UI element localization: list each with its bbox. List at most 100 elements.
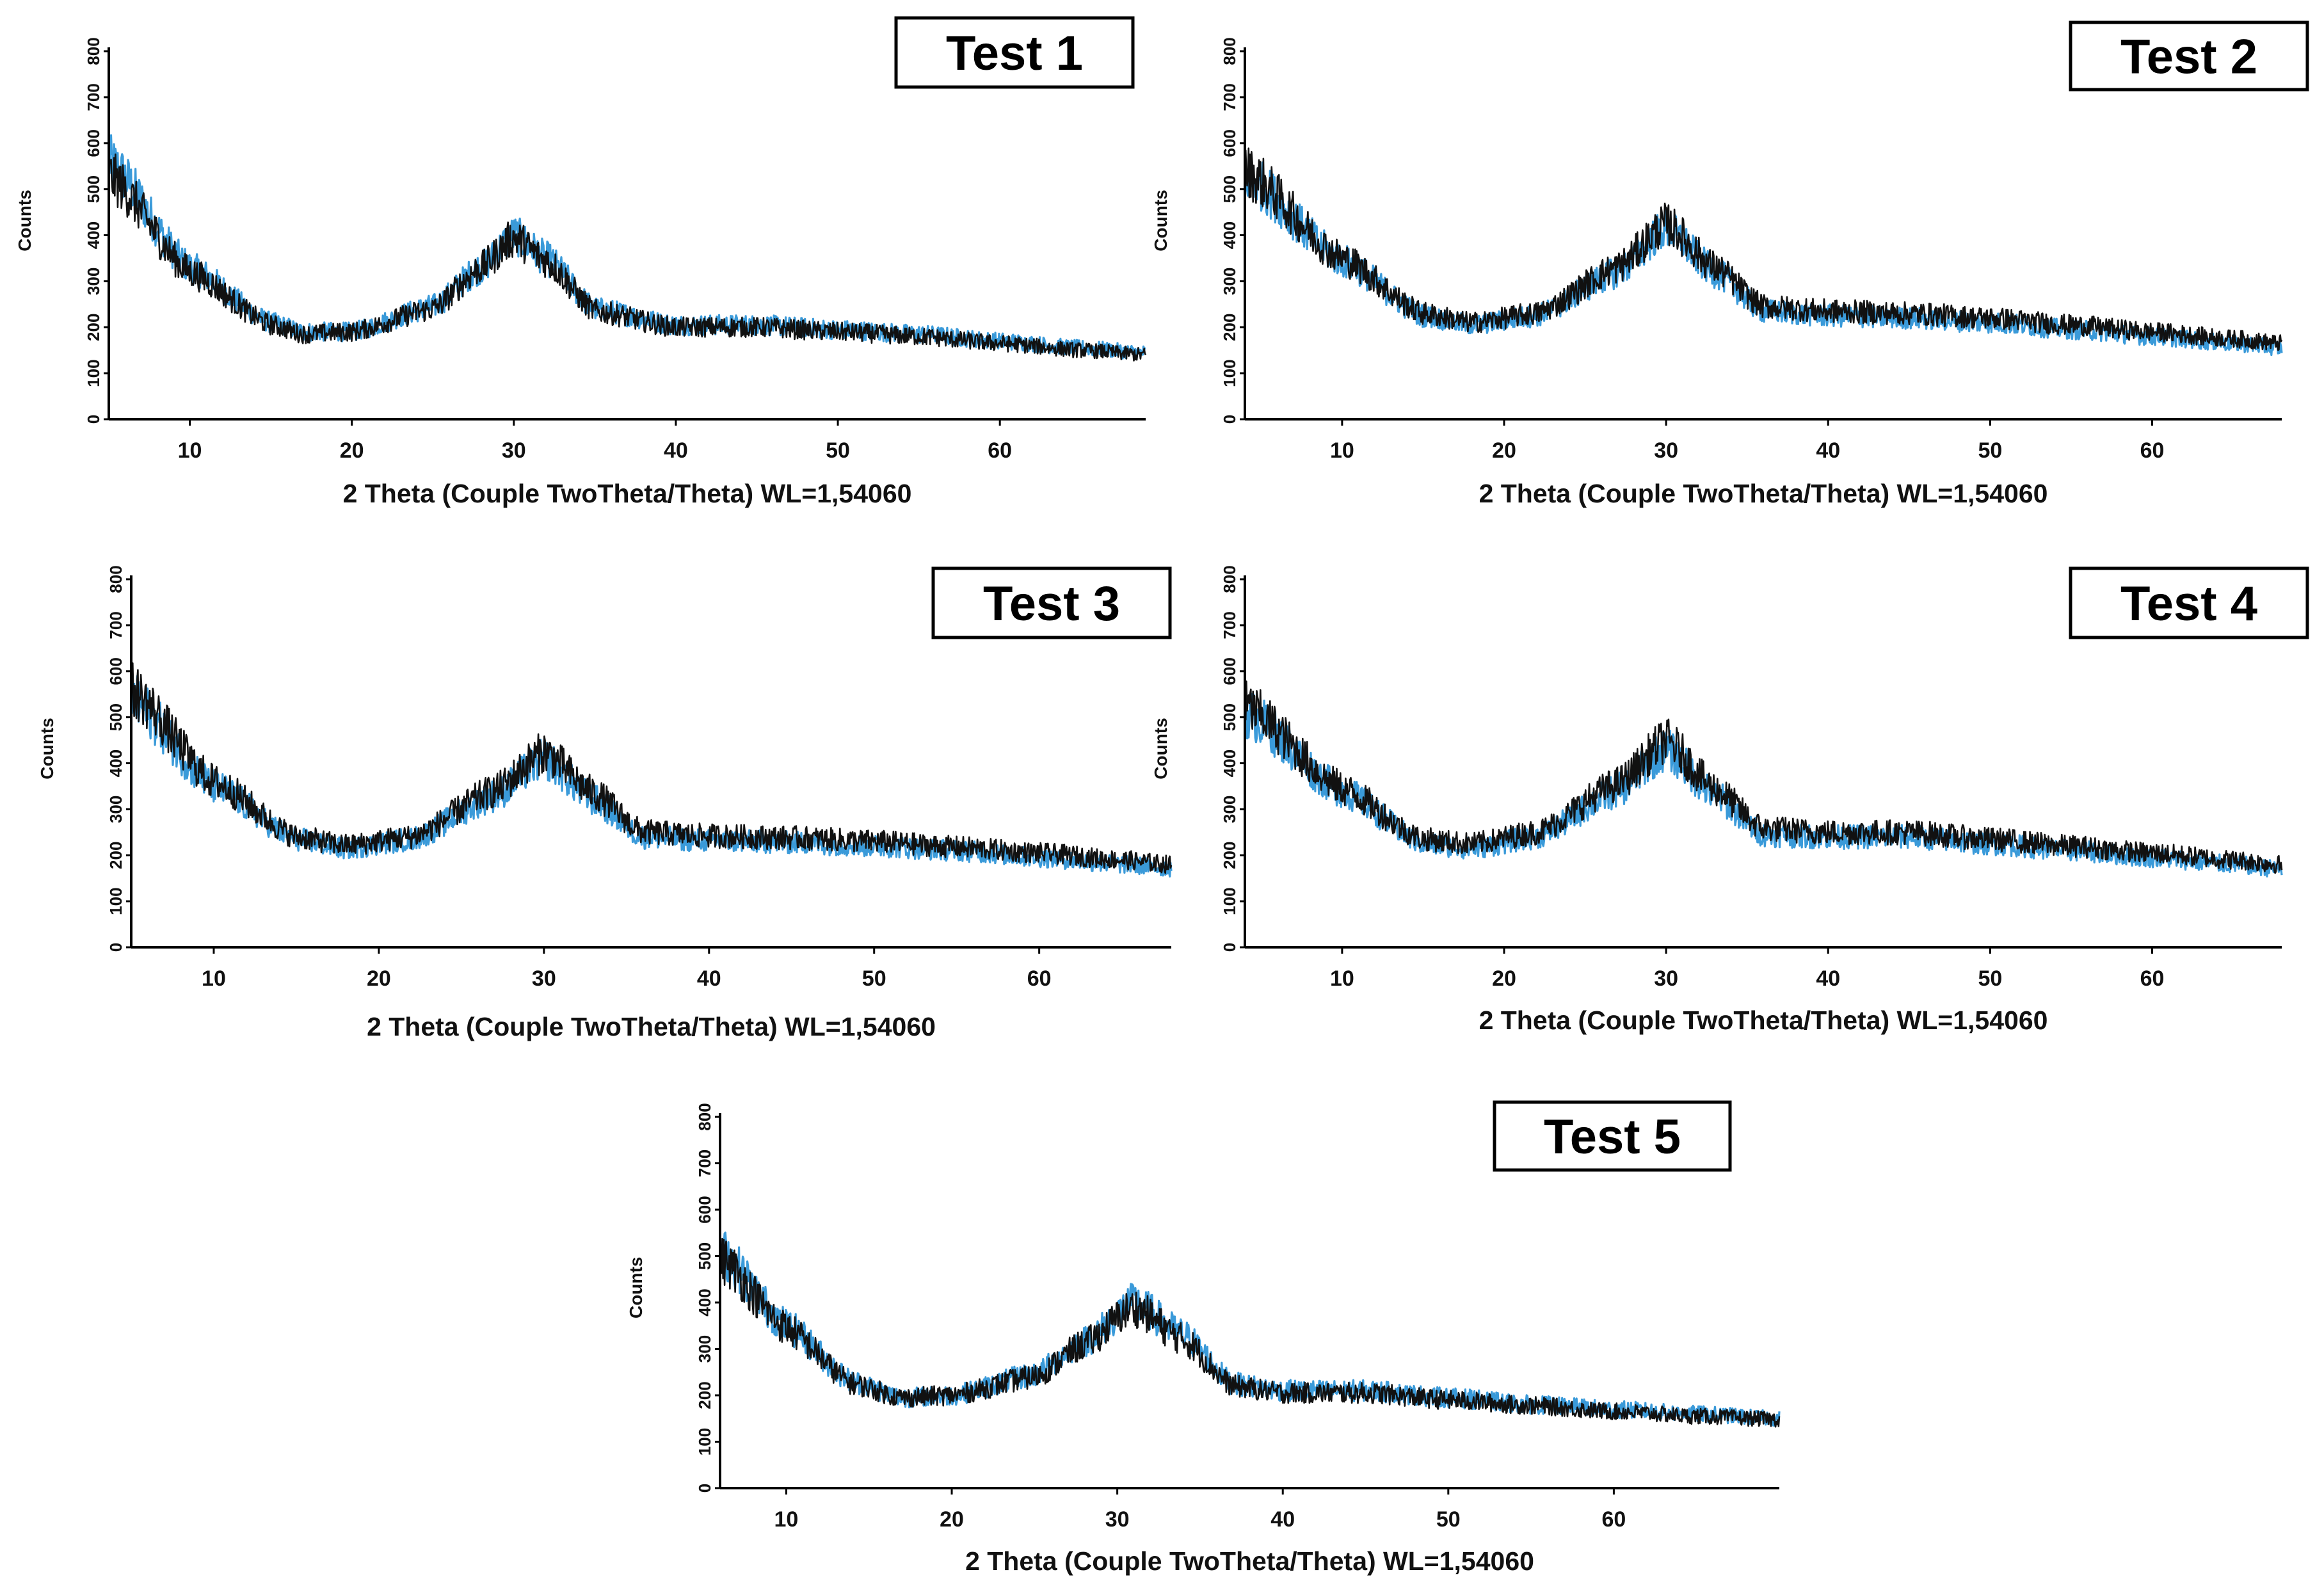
series-line-black [1244,147,2283,351]
series-line-black [719,1237,1781,1428]
x-tick-label: 20 [367,966,391,991]
x-tick-label: 30 [1654,438,1678,463]
y-tick-label: 600 [1220,657,1239,685]
x-tick-label: 20 [1492,438,1516,463]
y-tick-label: 400 [1220,221,1239,249]
y-tick-label: 200 [106,842,125,869]
x-tick-label: 50 [862,966,886,991]
y-tick-label: 100 [84,359,103,387]
x-tick-label: 10 [1330,966,1354,991]
y-tick-label: 500 [695,1242,714,1270]
x-tick-label: 60 [988,438,1012,463]
y-tick-label: 300 [1220,268,1239,295]
x-tick-label: 30 [1654,966,1678,991]
y-tick-label: 600 [84,129,103,157]
x-axis-label: 2 Theta (Couple TwoTheta/Theta) WL=1,540… [965,1546,1534,1576]
series-line-blue [108,134,1146,360]
y-tick-label: 0 [106,943,125,952]
chart-title: Test 4 [2120,577,2257,631]
x-axis-label: 2 Theta (Couple TwoTheta/Theta) WL=1,540… [1479,1006,2048,1035]
y-tick-label: 100 [1220,887,1239,915]
y-tick-label: 0 [695,1484,714,1493]
y-tick-label: 200 [1220,842,1239,869]
y-tick-label: 500 [106,703,125,731]
x-tick-label: 10 [774,1507,799,1532]
series-line-blue [130,675,1173,878]
y-tick-label: 0 [84,415,103,424]
x-tick-label: 60 [1601,1507,1626,1532]
y-tick-label: 400 [106,749,125,777]
y-tick-label: 800 [1220,37,1239,65]
x-tick-label: 10 [178,438,202,463]
x-tick-label: 40 [1270,1507,1295,1532]
x-tick-label: 40 [1816,438,1840,463]
y-tick-label: 500 [1220,175,1239,203]
y-tick-label: 0 [1220,415,1239,424]
chart-title: Test 1 [946,26,1083,81]
y-axis-label: Counts [15,189,35,251]
x-tick-label: 30 [1105,1507,1130,1532]
chart-panel-4: 0 100 200 300 400 500 600 700 800 10 20 30 40 50 60 Cou… [1151,565,2309,1035]
x-tick-label: 60 [2140,438,2165,463]
x-tick-label: 40 [664,438,688,463]
y-tick-label: 100 [106,887,125,915]
chart-title-box [1493,1100,1732,1172]
chart-title-box [2069,566,2309,639]
y-tick-label: 700 [695,1150,714,1177]
chart-title-box [894,16,1135,89]
chart-panel-2: 0 100 200 300 400 500 600 700 800 10 20 30 40 50 60 Cou… [1151,20,2309,508]
x-axis-label: 2 Theta (Couple TwoTheta/Theta) WL=1,540… [343,479,912,508]
y-tick-label: 800 [106,565,125,593]
y-tick-label: 200 [1220,314,1239,341]
chart-title: Test 2 [2120,30,2257,84]
y-axis-label: Counts [37,717,57,779]
x-tick-label: 60 [1027,966,1052,991]
x-tick-label: 40 [1816,966,1840,991]
x-tick-label: 50 [1978,438,2002,463]
y-tick-label: 500 [1220,703,1239,731]
y-axis-label: Counts [1151,189,1171,251]
y-tick-label: 100 [695,1428,714,1455]
x-tick-label: 50 [1978,966,2002,991]
y-tick-label: 200 [695,1381,714,1409]
chart-title-box [2069,20,2309,92]
y-tick-label: 800 [695,1103,714,1130]
x-tick-label: 20 [340,438,364,463]
y-tick-label: 800 [84,37,103,65]
x-tick-label: 50 [1436,1507,1461,1532]
y-tick-label: 300 [84,268,103,295]
x-axis-label: 2 Theta (Couple TwoTheta/Theta) WL=1,540… [367,1012,936,1041]
y-tick-label: 0 [1220,943,1239,952]
chart-panel-3: 0 100 200 300 400 500 600 700 800 10 20 30 40 50 60 Cou… [37,565,1173,1041]
y-tick-label: 600 [1220,129,1239,157]
chart-panel-1: 0 100 200 300 400 500 600 700 800 10 20 30 40 50 60 Cou… [15,16,1147,508]
series-line-black [108,153,1147,362]
x-tick-label: 20 [1492,966,1516,991]
chart-title: Test 3 [983,577,1120,631]
y-tick-label: 800 [1220,565,1239,593]
x-tick-label: 30 [532,966,556,991]
y-axis-label: Counts [1151,717,1171,779]
y-tick-label: 600 [106,657,125,685]
x-tick-label: 50 [826,438,850,463]
x-tick-label: 20 [940,1507,964,1532]
y-tick-label: 400 [695,1288,714,1316]
chart-panel-5: 0 100 200 300 400 500 600 700 800 10 20 30 40 50 60 Cou… [626,1100,1781,1576]
y-tick-label: 300 [695,1335,714,1363]
y-tick-label: 400 [84,221,103,249]
x-tick-label: 30 [502,438,526,463]
series-line-black [1244,680,2283,874]
y-tick-label: 700 [1220,83,1239,111]
y-tick-label: 100 [1220,359,1239,387]
y-tick-label: 300 [106,796,125,823]
y-tick-label: 700 [84,83,103,111]
y-tick-label: 200 [84,314,103,341]
chart-title-box [931,566,1172,639]
x-axis-label: 2 Theta (Couple TwoTheta/Theta) WL=1,540… [1479,479,2048,508]
x-tick-label: 40 [697,966,721,991]
y-tick-label: 700 [1220,611,1239,639]
y-tick-label: 500 [84,175,103,203]
y-tick-label: 400 [1220,749,1239,777]
chart-title: Test 5 [1544,1110,1681,1164]
